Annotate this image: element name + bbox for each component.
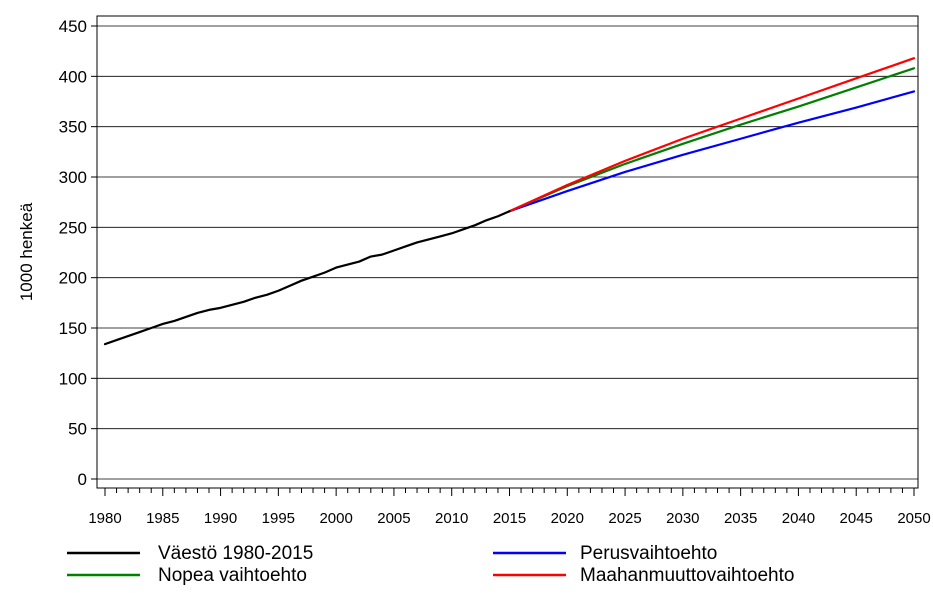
y-tick-label: 150 [59, 319, 87, 338]
x-tick-label: 2030 [666, 510, 699, 527]
series-line-2 [508, 67, 916, 213]
y-tick-label: 0 [78, 470, 87, 489]
series-line-0 [103, 210, 511, 346]
gridlines [97, 25, 918, 480]
x-axis: 1980 1985 1990 1995 2000 2005 2010 2015 2020 2025… [88, 488, 931, 527]
y-tick-label: 450 [59, 17, 87, 36]
x-tick-label: 1980 [88, 510, 121, 527]
x-tick-label: 1990 [204, 510, 237, 527]
y-tick-label: 50 [68, 420, 87, 439]
legend: Väestö 1980-2015 Perusvaihtoehto Nopea vai… [67, 543, 794, 586]
series-line-1 [508, 90, 916, 213]
x-tick-label: 2010 [435, 510, 468, 527]
series-line-3 [508, 57, 916, 213]
x-tick-label: 2020 [551, 510, 584, 527]
plot-frame [96, 15, 919, 489]
y-tick-label: 250 [59, 218, 87, 237]
x-tick-label: 1985 [146, 510, 179, 527]
y-tick-label: 400 [59, 67, 87, 86]
legend-label-0: Väestö 1980-2015 [158, 543, 313, 564]
x-tick-label: 2050 [897, 510, 930, 527]
y-tick-label: 350 [59, 118, 87, 137]
legend-label-2: Nopea vaihtoehto [158, 565, 307, 586]
x-tick-label: 2005 [377, 510, 410, 527]
x-tick-label: 2040 [782, 510, 815, 527]
series-lines [103, 57, 916, 346]
x-tick-label: 2025 [608, 510, 641, 527]
x-tick-label: 1995 [262, 510, 295, 527]
y-tick-label: 300 [59, 168, 87, 187]
y-tick-label: 100 [59, 369, 87, 388]
y-axis: 0 50 100 150 200 250 300 350 400 450 [59, 17, 97, 489]
x-tick-label: 2035 [724, 510, 757, 527]
legend-label-1: Perusvaihtoehto [580, 543, 717, 564]
x-tick-label: 2000 [319, 510, 352, 527]
y-axis-title: 1000 henkeä [17, 202, 36, 301]
y-tick-label: 200 [59, 269, 87, 288]
legend-label-3: Maahanmuuttovaihtoehto [580, 565, 794, 586]
x-tick-label: 2045 [840, 510, 873, 527]
x-tick-label: 2015 [493, 510, 526, 527]
